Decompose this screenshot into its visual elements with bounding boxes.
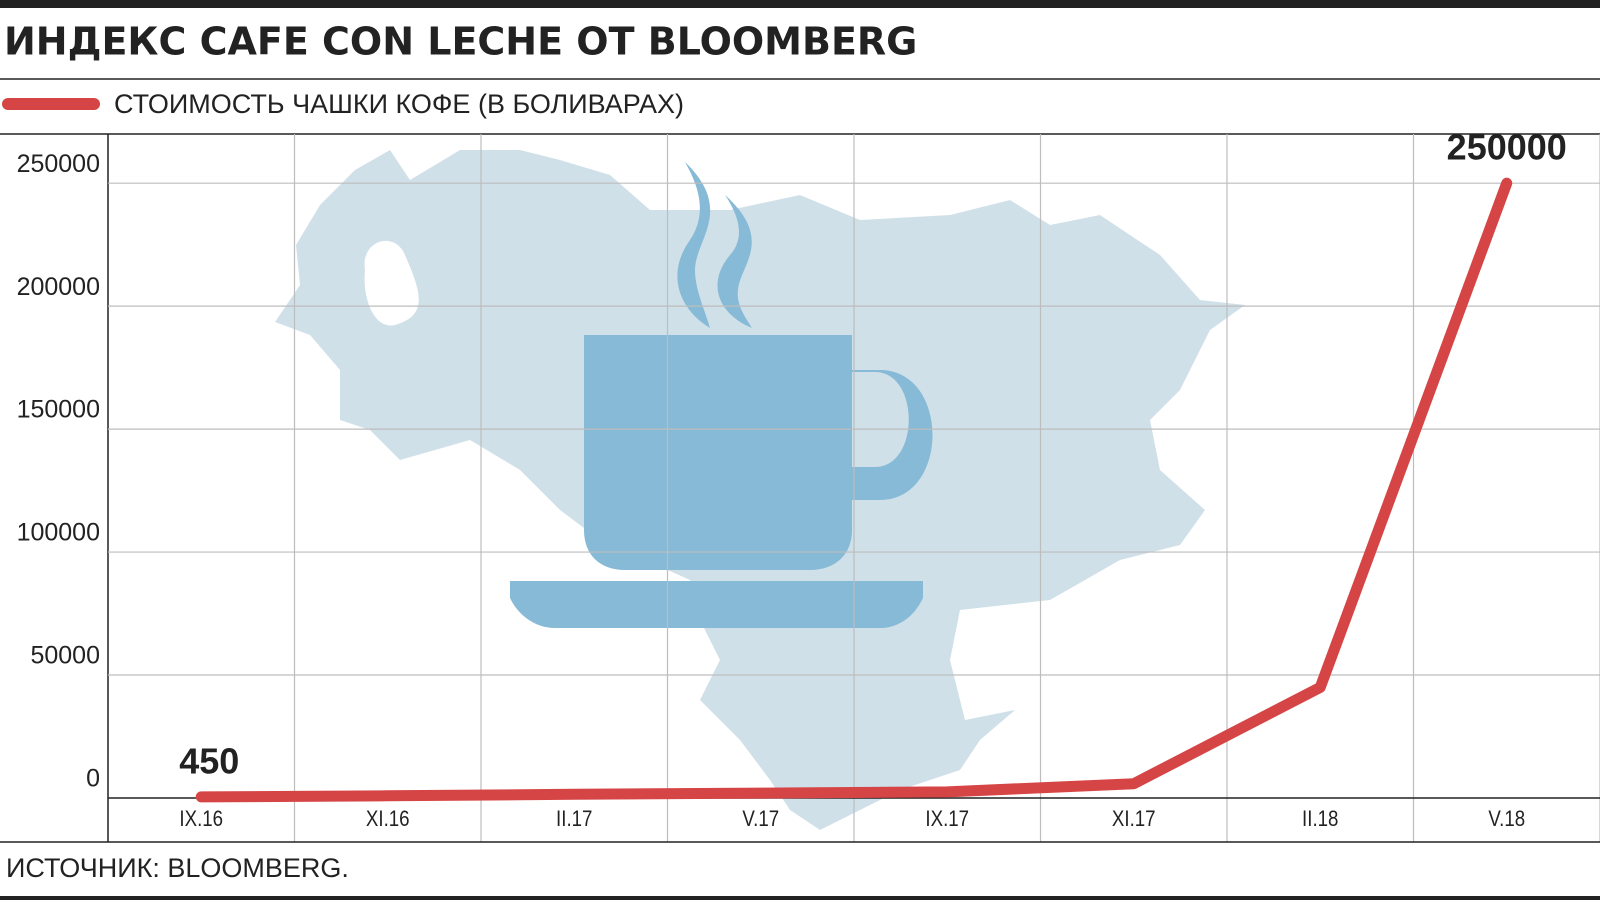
data-label: 250000 <box>1447 127 1567 168</box>
cup-body <box>584 335 933 570</box>
y-tick-label: 150000 <box>17 396 100 424</box>
y-tick-label: 250000 <box>17 150 100 178</box>
top-rule <box>0 0 1600 8</box>
cup-saucer <box>510 581 923 628</box>
bottom-rule <box>0 896 1600 900</box>
x-tick-label: V.17 <box>742 807 779 831</box>
data-label: 450 <box>179 740 239 781</box>
source: ИСТОЧНИК: BLOOMBERG. <box>6 853 349 883</box>
x-tick-label: XI.17 <box>1112 807 1156 831</box>
x-tick-label: V.18 <box>1488 807 1525 831</box>
x-tick-label: II.17 <box>556 807 592 831</box>
x-tick-label: IX.17 <box>925 807 969 831</box>
chart-title: ИНДЕКС CAFE CON LECHE ОТ BLOOMBERG <box>4 20 917 64</box>
x-tick-label: IX.16 <box>179 807 223 831</box>
y-tick-label: 50000 <box>30 642 100 670</box>
legend-label: СТОИМОСТЬ ЧАШКИ КОФЕ (В БОЛИВАРАХ) <box>114 89 684 119</box>
x-tick-label: XI.16 <box>366 807 410 831</box>
y-tick-label: 200000 <box>17 273 100 301</box>
decoration <box>275 150 1245 830</box>
y-tick-label: 0 <box>86 765 100 793</box>
line <box>195 177 1513 803</box>
x-tick-label: II.18 <box>1302 807 1338 831</box>
map-lake <box>364 240 419 326</box>
y-tick-label: 100000 <box>17 519 100 547</box>
steam <box>717 195 752 328</box>
steam <box>677 162 711 328</box>
